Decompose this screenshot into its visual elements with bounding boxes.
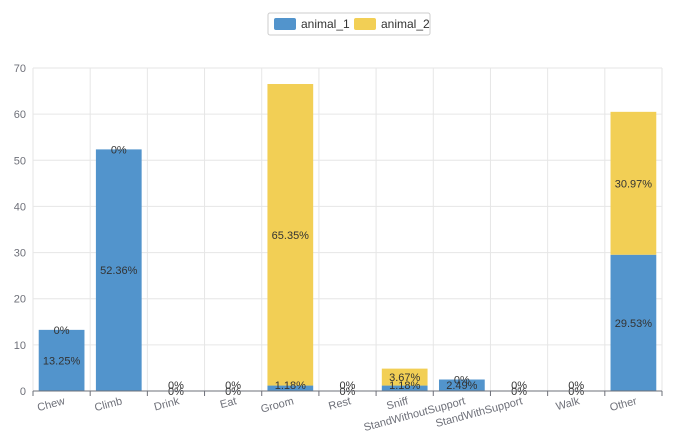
x-tick-label: Drink <box>153 395 181 413</box>
legend: animal_1 animal_2 <box>267 12 431 36</box>
data-label-animal_2-StandWithoutSupport: 0% <box>454 375 470 387</box>
y-tick-label: 30 <box>14 248 26 260</box>
data-label-animal_2-Sniff: 3.67% <box>389 372 420 384</box>
x-tick-label: Chew <box>36 395 66 414</box>
data-label-animal_1-Eat: 0% <box>225 380 241 392</box>
data-label-animal_2-Climb: 0% <box>111 144 127 156</box>
y-tick-label: 20 <box>14 294 26 306</box>
bar-animal_1-Chew[interactable] <box>38 329 85 391</box>
legend-box <box>267 12 431 36</box>
y-tick-label: 10 <box>14 340 26 352</box>
legend-label-animal_1[interactable]: animal_1 <box>301 17 350 31</box>
bar-animal_2-Sniff[interactable] <box>381 368 428 386</box>
data-label-animal_1-Other: 29.53% <box>615 318 653 330</box>
data-labels: 13.25%0%52.36%0%0%0% 0%0% 1.18%65.35%0%0% 1… <box>43 144 652 398</box>
data-label-animal_2-Chew: 0% <box>54 325 70 337</box>
data-label-animal_1-StandWithSupport: 0% <box>511 380 527 392</box>
bars <box>38 84 657 391</box>
y-axis: 0 10 20 30 40 50 60 70 <box>14 63 26 398</box>
x-tick-label: Sniff <box>385 395 410 412</box>
data-label-animal_2-Drink: 0% <box>168 386 184 398</box>
bar-animal_2-Other[interactable] <box>610 111 657 255</box>
x-axis: Chew Climb Drink Eat Groom Rest SniffStandWith… <box>32 390 663 434</box>
data-label-animal_2-Eat: 0% <box>225 386 241 398</box>
x-tick-label: Eat <box>219 395 238 411</box>
legend-label-animal_2[interactable]: animal_2 <box>381 17 430 31</box>
x-tick-label: Walk <box>555 395 582 413</box>
legend-swatch-animal_2[interactable] <box>354 18 376 30</box>
bar-animal_2-Groom[interactable] <box>267 84 314 386</box>
data-label-animal_2-StandWithSupport: 0% <box>511 386 527 398</box>
bar-animal_1-Sniff[interactable] <box>381 385 428 391</box>
y-tick-label: 50 <box>14 155 26 167</box>
data-label-animal_2-Other: 30.97% <box>615 178 653 190</box>
x-tick-label: Other <box>609 395 639 414</box>
bar-animal_1-StandWithoutSupport[interactable] <box>438 379 485 391</box>
data-label-animal_1-Sniff: 1.18% <box>389 380 420 392</box>
data-label-animal_1-Drink: 0% <box>168 380 184 392</box>
x-tick-label: Groom <box>260 395 296 415</box>
data-label-animal_1-Walk: 0% <box>568 380 584 392</box>
data-label-animal_1-Rest: 0% <box>340 380 356 392</box>
bar-animal_1-Climb[interactable] <box>95 149 142 391</box>
data-label-animal_2-Groom: 65.35% <box>272 230 310 242</box>
data-label-animal_2-Rest: 0% <box>340 386 356 398</box>
data-label-animal_2-Walk: 0% <box>568 386 584 398</box>
y-tick-label: 70 <box>14 63 26 75</box>
y-tick-label: 40 <box>14 201 26 213</box>
legend-swatch-animal_1[interactable] <box>274 18 296 30</box>
data-label-animal_1-StandWithoutSupport: 2.49% <box>446 380 477 392</box>
bar-animal_1-Other[interactable] <box>610 254 657 391</box>
data-label-animal_1-Groom: 1.18% <box>275 380 306 392</box>
data-label-animal_1-Climb: 52.36% <box>100 265 138 277</box>
y-tick-label: 60 <box>14 109 26 121</box>
bar-animal_1-Groom[interactable] <box>267 385 314 391</box>
data-label-animal_1-Chew: 13.25% <box>43 355 81 367</box>
x-tick-label: Climb <box>93 395 123 414</box>
x-tick-label: Rest <box>327 395 352 412</box>
y-tick-label: 0 <box>20 386 26 398</box>
